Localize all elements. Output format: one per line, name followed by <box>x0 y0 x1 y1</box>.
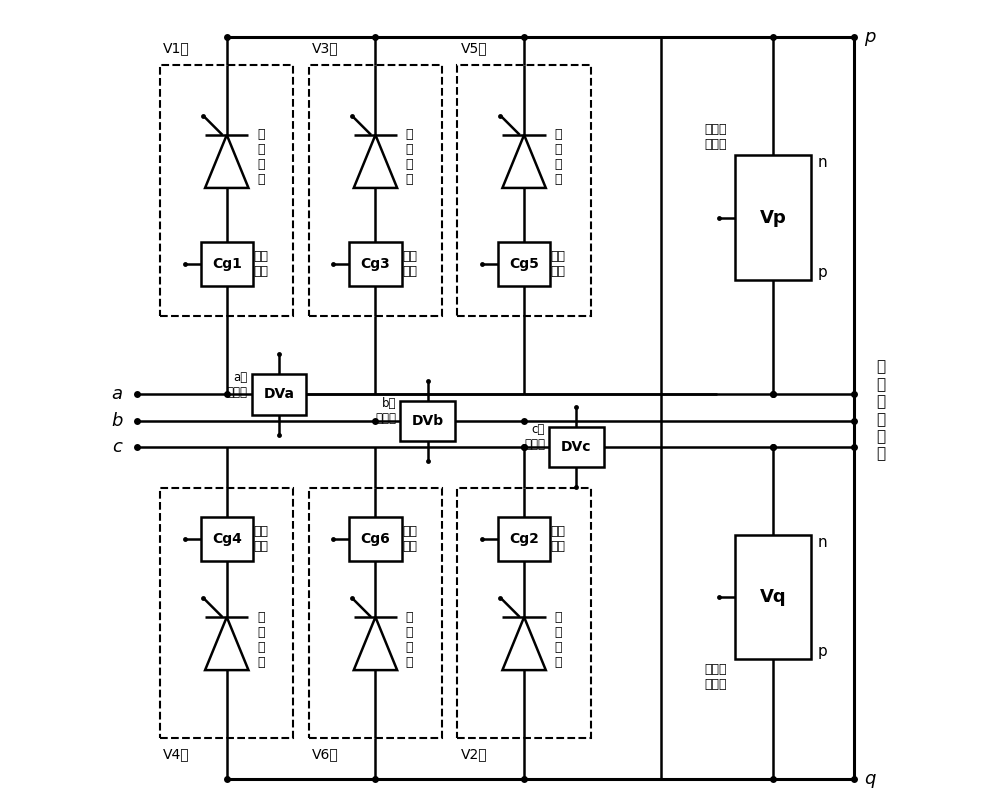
Text: p: p <box>864 28 875 46</box>
Text: 晶
闸
管
阀: 晶 闸 管 阀 <box>555 610 562 669</box>
Text: a相
双向阀: a相 双向阀 <box>227 371 248 398</box>
Text: 谐振
回路: 谐振 回路 <box>402 250 417 279</box>
FancyBboxPatch shape <box>661 37 854 778</box>
Text: c相
双向阀: c相 双向阀 <box>524 423 545 451</box>
FancyBboxPatch shape <box>160 489 293 737</box>
FancyBboxPatch shape <box>498 242 550 287</box>
FancyBboxPatch shape <box>349 242 402 287</box>
Text: V3阀: V3阀 <box>312 41 339 56</box>
FancyBboxPatch shape <box>498 517 550 561</box>
Text: Cg4: Cg4 <box>212 532 242 546</box>
Text: 晶
闸
管
阀: 晶 闸 管 阀 <box>257 129 265 187</box>
FancyBboxPatch shape <box>349 517 402 561</box>
FancyBboxPatch shape <box>160 65 293 316</box>
Text: V5阀: V5阀 <box>461 41 487 56</box>
Text: 晶
闸
管
阀: 晶 闸 管 阀 <box>257 610 265 669</box>
Text: DVb: DVb <box>412 414 444 428</box>
Text: p: p <box>818 265 828 280</box>
Text: Cg6: Cg6 <box>361 532 390 546</box>
FancyBboxPatch shape <box>201 242 253 287</box>
Text: n: n <box>818 155 827 171</box>
Text: p: p <box>818 644 828 659</box>
Text: 上桥臂
辅助阀: 上桥臂 辅助阀 <box>705 123 727 151</box>
FancyBboxPatch shape <box>457 489 591 737</box>
Text: 下桥臂
辅助阀: 下桥臂 辅助阀 <box>705 663 727 691</box>
Text: V2阀: V2阀 <box>461 747 487 762</box>
Text: n: n <box>818 535 827 550</box>
Text: Vp: Vp <box>760 208 787 227</box>
Text: b: b <box>111 412 122 430</box>
FancyBboxPatch shape <box>735 155 811 280</box>
Text: 谐振
回路: 谐振 回路 <box>551 525 566 553</box>
Text: V6阀: V6阀 <box>312 747 339 762</box>
Text: 晶
闸
管
阀: 晶 闸 管 阀 <box>406 129 413 187</box>
Text: Cg5: Cg5 <box>509 258 539 271</box>
Text: b相
双向阀: b相 双向阀 <box>375 398 396 425</box>
FancyBboxPatch shape <box>457 65 591 316</box>
Text: Cg3: Cg3 <box>361 258 390 271</box>
FancyBboxPatch shape <box>309 65 442 316</box>
Text: 谐振
回路: 谐振 回路 <box>551 250 566 279</box>
FancyBboxPatch shape <box>400 401 455 441</box>
Text: 辅
助
换
相
电
路: 辅 助 换 相 电 路 <box>876 360 885 461</box>
Text: a: a <box>111 386 122 403</box>
Text: 晶
闸
管
阀: 晶 闸 管 阀 <box>555 129 562 187</box>
Text: Vq: Vq <box>760 588 787 606</box>
FancyBboxPatch shape <box>252 374 306 415</box>
Text: Cg2: Cg2 <box>509 532 539 546</box>
Text: V1阀: V1阀 <box>163 41 190 56</box>
FancyBboxPatch shape <box>201 517 253 561</box>
FancyBboxPatch shape <box>309 489 442 737</box>
Text: 谐振
回路: 谐振 回路 <box>253 250 268 279</box>
Text: V4阀: V4阀 <box>163 747 190 762</box>
Text: 晶
闸
管
阀: 晶 闸 管 阀 <box>406 610 413 669</box>
FancyBboxPatch shape <box>549 427 604 467</box>
Text: 谐振
回路: 谐振 回路 <box>402 525 417 553</box>
Text: DVa: DVa <box>264 387 295 402</box>
FancyBboxPatch shape <box>735 535 811 659</box>
Text: q: q <box>864 770 875 787</box>
Text: c: c <box>112 438 122 456</box>
Text: Cg1: Cg1 <box>212 258 242 271</box>
Text: 谐振
回路: 谐振 回路 <box>253 525 268 553</box>
Text: DVc: DVc <box>561 440 592 454</box>
